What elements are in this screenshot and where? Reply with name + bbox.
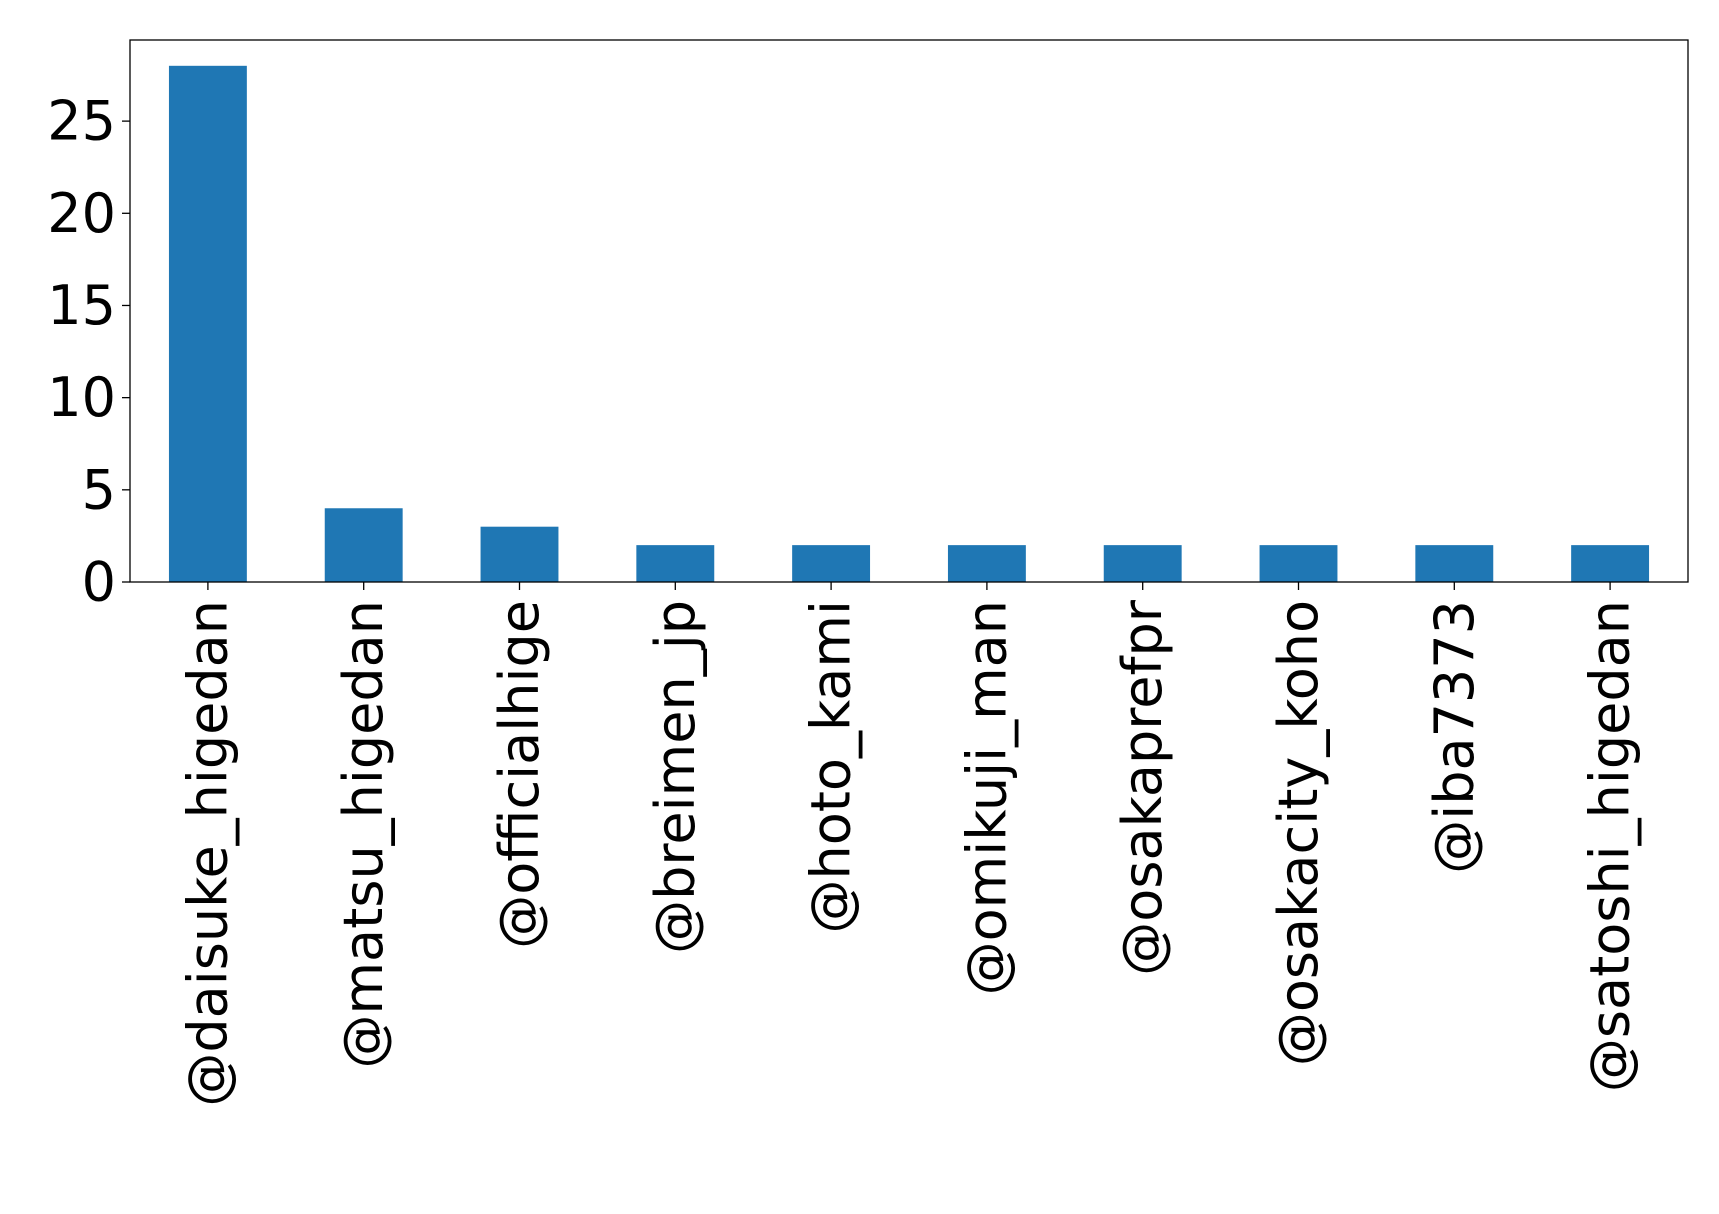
plot-frame [129, 39, 1689, 583]
bar-daisuke-higedan [168, 65, 247, 583]
bar-omikuji-man [947, 545, 1026, 582]
bar-osakaprefpr [1103, 545, 1182, 582]
x-tick-label: @officialhige [488, 600, 551, 949]
x-tick-label: @hoto_kami [800, 600, 863, 934]
bars [168, 65, 1650, 583]
bar-matsu-higedan [324, 508, 403, 582]
y-tick-label: 25 [47, 90, 116, 153]
x-tick-label: @osakacity_koho [1267, 600, 1330, 1066]
bar-officialhige [480, 526, 559, 582]
x-tick-label: @matsu_higedan [332, 600, 395, 1069]
x-tick-label: @satoshi_higedan [1579, 600, 1642, 1092]
y-tick-label: 10 [47, 366, 116, 429]
bar-breimen-jp [636, 545, 715, 582]
y-tick-label: 0 [82, 551, 116, 614]
x-axis: @daisuke_higedan @matsu_higedan @officialh… [176, 582, 1642, 1107]
x-tick-label: @iba7373 [1423, 600, 1486, 874]
y-tick-label: 5 [82, 458, 116, 521]
y-tick-label: 20 [47, 182, 116, 245]
y-tick-label: 15 [47, 274, 116, 337]
bar-osakacity-koho [1259, 545, 1338, 582]
x-tick-label: @omikuji_man [955, 600, 1018, 995]
bar-satoshi-higedan [1571, 545, 1650, 582]
x-tick-label: @daisuke_higedan [176, 600, 239, 1107]
bar-hoto-kami [792, 545, 871, 582]
x-tick-label: @breimen_jp [644, 600, 707, 954]
x-tick-label: @osakaprefpr [1111, 599, 1174, 975]
bar-iba7373 [1415, 545, 1494, 582]
y-axis: 0 5 10 15 20 25 [47, 90, 130, 614]
